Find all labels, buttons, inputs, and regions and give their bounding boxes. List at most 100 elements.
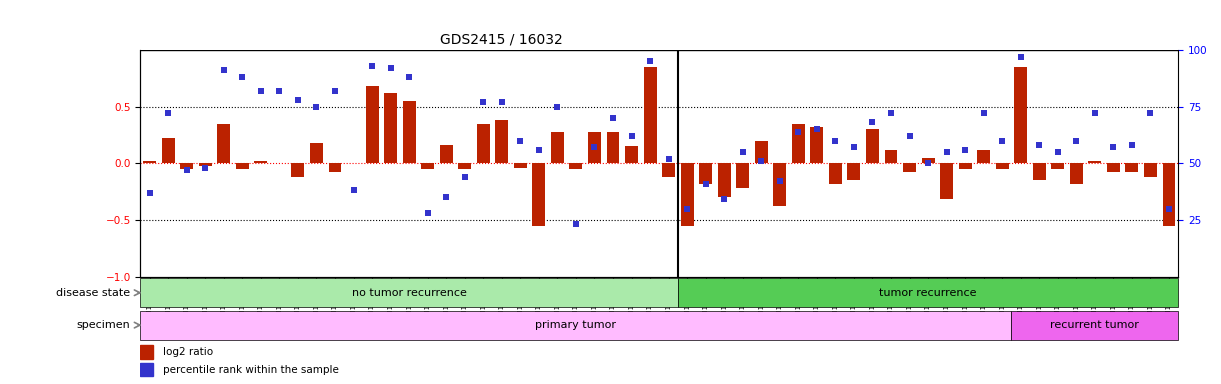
Point [510, 137, 530, 144]
Text: no tumor recurrence: no tumor recurrence [352, 288, 466, 298]
Bar [403, 101, 415, 163]
Bar [476, 124, 490, 163]
Bar [643, 67, 657, 163]
Point [270, 88, 289, 94]
Point [1048, 149, 1067, 155]
Bar [1144, 163, 1158, 177]
Bar [866, 129, 879, 163]
Bar [958, 163, 972, 169]
Bar [792, 124, 805, 163]
Point [436, 194, 455, 200]
Point [789, 128, 808, 134]
Bar [904, 163, 916, 172]
Bar [662, 163, 675, 177]
Bar [678, 278, 1178, 307]
Bar [140, 311, 1011, 340]
Text: specimen: specimen [76, 320, 129, 330]
Bar [551, 131, 564, 163]
Bar [199, 163, 211, 166]
Point [399, 74, 419, 80]
Text: primary tumor: primary tumor [536, 320, 617, 330]
Bar [977, 150, 990, 163]
Bar [140, 345, 153, 359]
Bar [589, 131, 601, 163]
Point [381, 65, 400, 71]
Point [474, 99, 493, 105]
Bar [143, 161, 156, 163]
Bar [1088, 161, 1101, 163]
Point [585, 144, 604, 151]
Bar [140, 278, 678, 307]
Bar [700, 163, 712, 184]
Point [363, 63, 382, 69]
Point [882, 110, 901, 116]
Bar [1015, 67, 1027, 163]
Text: tumor recurrence: tumor recurrence [879, 288, 977, 298]
Bar [1126, 163, 1138, 172]
Bar [1033, 163, 1045, 180]
Bar [458, 163, 471, 169]
Point [937, 149, 956, 155]
Bar [829, 163, 842, 184]
Point [993, 137, 1012, 144]
Bar [1107, 163, 1120, 172]
Point [825, 137, 845, 144]
Point [140, 190, 160, 196]
Point [621, 133, 641, 139]
Bar [217, 124, 231, 163]
Point [678, 205, 697, 212]
Text: disease state: disease state [56, 288, 129, 298]
Bar [421, 163, 435, 169]
Point [844, 144, 863, 151]
Text: recurrent tumor: recurrent tumor [1050, 320, 1139, 330]
Point [252, 88, 271, 94]
Point [548, 104, 568, 110]
Point [751, 158, 770, 164]
Point [306, 104, 326, 110]
Bar [625, 146, 639, 163]
Point [918, 160, 938, 166]
Bar [161, 138, 175, 163]
Point [1085, 110, 1105, 116]
Point [807, 126, 827, 132]
Bar [755, 141, 768, 163]
Bar [365, 86, 379, 163]
Point [232, 74, 252, 80]
Bar [922, 157, 934, 163]
Point [659, 156, 679, 162]
Point [1067, 137, 1087, 144]
Point [1140, 110, 1160, 116]
Bar [440, 145, 453, 163]
Bar [181, 163, 193, 169]
Bar [718, 163, 730, 197]
Bar [140, 362, 153, 376]
Bar [995, 163, 1009, 169]
Point [733, 149, 752, 155]
Point [640, 58, 659, 65]
Bar [236, 163, 249, 169]
Point [214, 67, 233, 73]
Point [195, 165, 215, 171]
Bar [569, 163, 582, 169]
Bar [1011, 311, 1178, 340]
Bar [310, 143, 324, 163]
Text: percentile rank within the sample: percentile rank within the sample [164, 365, 339, 375]
Bar [532, 163, 546, 225]
Point [1011, 54, 1031, 60]
Bar [514, 163, 526, 168]
Bar [940, 163, 954, 200]
Text: GDS2415 / 16032: GDS2415 / 16032 [440, 32, 563, 46]
Bar [496, 120, 508, 163]
Bar [847, 163, 861, 180]
Point [492, 99, 512, 105]
Bar [1070, 163, 1083, 184]
Point [325, 88, 344, 94]
Bar [1162, 163, 1176, 225]
Point [455, 174, 475, 180]
Bar [884, 150, 897, 163]
Point [529, 147, 548, 153]
Bar [607, 131, 619, 163]
Point [1104, 144, 1123, 151]
Text: log2 ratio: log2 ratio [164, 347, 214, 357]
Point [1159, 205, 1178, 212]
